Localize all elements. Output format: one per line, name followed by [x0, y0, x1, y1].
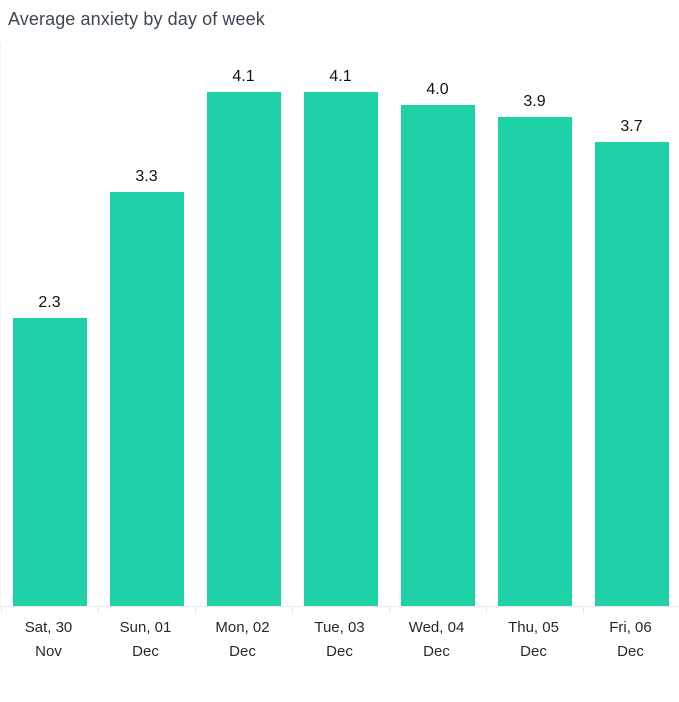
- x-axis-category-label: Sun, 01 Dec: [97, 610, 194, 664]
- bar-value-label: 3.3: [135, 168, 158, 185]
- x-axis-category-label-line: Wed, 04: [408, 619, 465, 636]
- bar[interactable]: [12, 318, 87, 606]
- bar-slot: 3.7: [583, 43, 679, 606]
- bar-value-label: 3.7: [620, 118, 643, 135]
- x-axis-tick: [1, 607, 2, 613]
- x-axis-tick: [486, 607, 487, 613]
- x-axis-category-label-line: Dec: [132, 643, 159, 660]
- x-axis-category-label-line: Thu, 05: [508, 619, 559, 636]
- x-axis-tick: [98, 607, 99, 613]
- bar-slot: 2.3: [1, 43, 98, 606]
- x-axis-category-label-line: Sun, 01: [119, 619, 172, 636]
- bar[interactable]: [400, 105, 475, 606]
- bar-value-label: 4.1: [329, 68, 352, 85]
- bar-value-label: 4.1: [232, 68, 255, 85]
- x-axis-category-label: Sat, 30 Nov: [0, 610, 97, 664]
- x-axis-tick: [195, 607, 196, 613]
- x-axis-category-label-line: Dec: [520, 643, 547, 660]
- x-axis-labels: Sat, 30 Nov Sun, 01 Dec Mon, 02 Dec Tue, 03 Dec…: [0, 610, 679, 670]
- x-axis-category-label-line: Sat, 30: [24, 619, 73, 636]
- x-axis-tick: [389, 607, 390, 613]
- x-axis-category-label-line: Fri, 06: [609, 619, 652, 636]
- bar-slot: 4.1: [292, 43, 389, 606]
- bar[interactable]: [109, 192, 184, 606]
- bar-slot: 4.1: [195, 43, 292, 606]
- x-axis-category-label: Mon, 02 Dec: [194, 610, 291, 664]
- bar-value-label: 4.0: [426, 81, 449, 98]
- bar[interactable]: [594, 142, 669, 606]
- x-axis-category-label-line: Dec: [229, 643, 256, 660]
- x-axis-category-label: Wed, 04 Dec: [388, 610, 485, 664]
- bar-slot: 4.0: [389, 43, 486, 606]
- x-axis-category-label-line: Dec: [423, 643, 450, 660]
- bar-value-label: 2.3: [38, 294, 61, 311]
- bar-slot: 3.3: [98, 43, 195, 606]
- x-axis-category-label-line: Tue, 03: [314, 619, 365, 636]
- x-axis-category-label: Thu, 05 Dec: [485, 610, 582, 664]
- x-axis-tick: [583, 607, 584, 613]
- x-axis-category-label: Fri, 06 Dec: [582, 610, 679, 664]
- bar[interactable]: [206, 92, 281, 606]
- bar[interactable]: [497, 117, 572, 606]
- bar[interactable]: [303, 92, 378, 606]
- x-axis-category-label-line: Nov: [35, 643, 62, 660]
- plot-area: 2.3 3.3 4.1 4.1 4.0 3.9 3.7: [0, 43, 679, 613]
- chart-title: Average anxiety by day of week: [8, 9, 265, 29]
- x-axis-category-label-line: Dec: [617, 643, 644, 660]
- x-axis-category-label-line: Dec: [326, 643, 353, 660]
- x-axis-category-label-line: Mon, 02: [215, 619, 270, 636]
- bar-slot: 3.9: [486, 43, 583, 606]
- bar-value-label: 3.9: [523, 93, 546, 110]
- x-axis-tick: [292, 607, 293, 613]
- x-axis-category-label: Tue, 03 Dec: [291, 610, 388, 664]
